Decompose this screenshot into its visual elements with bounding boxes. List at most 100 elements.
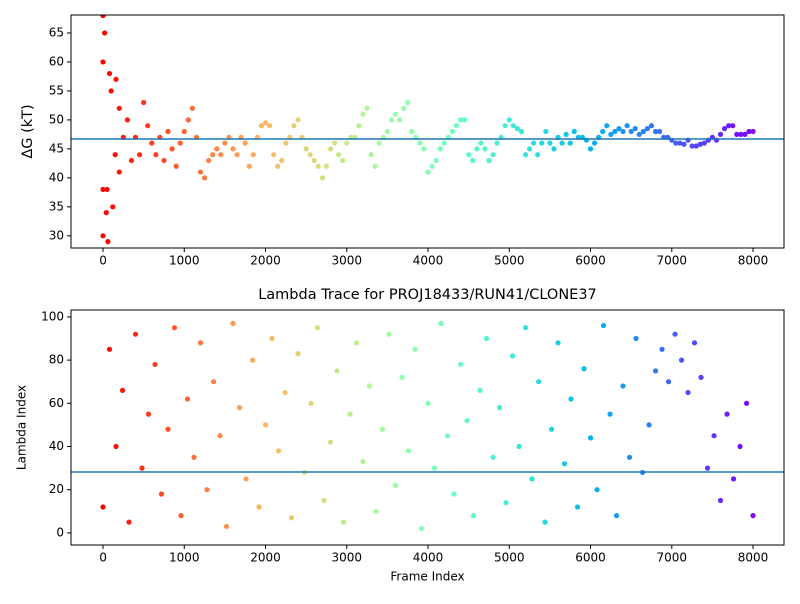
point xyxy=(366,383,373,389)
point xyxy=(103,210,109,216)
point xyxy=(607,411,613,417)
y-tick-label: 40 xyxy=(49,170,64,184)
point xyxy=(275,163,281,169)
x-tick-label: 1000 xyxy=(169,551,200,565)
point xyxy=(677,140,683,146)
point xyxy=(750,513,756,519)
x-tick-label: 8000 xyxy=(738,254,769,268)
point xyxy=(477,387,483,393)
point xyxy=(626,454,633,460)
point xyxy=(567,140,573,146)
point xyxy=(386,331,392,337)
point xyxy=(449,128,456,135)
point xyxy=(104,186,110,193)
point xyxy=(165,426,171,432)
point xyxy=(214,146,220,152)
plot-area xyxy=(100,320,756,532)
point xyxy=(636,131,642,137)
point xyxy=(659,346,665,352)
point xyxy=(234,152,240,158)
point xyxy=(657,128,663,135)
y-tick-label: 60 xyxy=(49,54,64,68)
point xyxy=(574,504,581,510)
y-tick-label: 0 xyxy=(56,525,64,539)
point xyxy=(250,152,256,158)
point xyxy=(279,157,285,164)
point xyxy=(587,435,594,441)
point xyxy=(620,128,626,135)
point xyxy=(734,131,740,137)
point xyxy=(678,357,685,363)
point xyxy=(559,140,565,146)
point xyxy=(119,387,126,393)
point xyxy=(116,169,122,175)
x-tick-label: 3000 xyxy=(332,254,363,268)
point xyxy=(522,152,529,158)
point xyxy=(169,146,175,152)
point xyxy=(145,123,151,129)
y-tick-label: 45 xyxy=(49,141,64,155)
point xyxy=(100,186,106,193)
point xyxy=(444,433,451,439)
point xyxy=(223,523,230,530)
point xyxy=(340,157,346,164)
point xyxy=(288,515,295,521)
point xyxy=(482,146,488,152)
point xyxy=(717,497,724,504)
x-tick-label: 0 xyxy=(99,254,107,268)
point xyxy=(311,157,317,164)
point xyxy=(750,128,756,135)
point xyxy=(100,59,106,65)
x-tick-label: 6000 xyxy=(575,254,606,268)
point xyxy=(132,331,139,337)
point xyxy=(336,152,342,158)
point xyxy=(724,411,730,417)
point xyxy=(388,117,395,123)
point xyxy=(315,163,321,169)
x-tick-label: 6000 xyxy=(575,551,606,565)
point xyxy=(145,411,152,417)
point xyxy=(608,131,614,137)
point xyxy=(632,126,638,132)
point xyxy=(106,70,113,77)
point xyxy=(685,389,691,396)
point xyxy=(509,353,516,359)
point xyxy=(334,368,340,374)
point xyxy=(392,111,399,117)
point xyxy=(303,146,309,152)
point xyxy=(561,461,568,467)
point xyxy=(353,340,360,346)
point xyxy=(518,128,525,135)
point xyxy=(496,405,503,411)
point xyxy=(204,487,210,493)
y-tick-label: 50 xyxy=(49,112,64,126)
point xyxy=(136,152,143,158)
point xyxy=(483,335,490,342)
point xyxy=(158,491,165,497)
x-tick-label: 0 xyxy=(99,551,107,565)
point xyxy=(262,120,269,126)
point xyxy=(453,123,460,129)
point xyxy=(197,340,204,346)
x-tick-label: 3000 xyxy=(332,551,363,565)
point xyxy=(108,88,114,94)
point xyxy=(376,140,382,146)
point xyxy=(594,487,600,493)
point xyxy=(640,128,646,135)
point xyxy=(726,123,732,129)
point xyxy=(738,131,744,137)
point xyxy=(503,500,509,506)
point xyxy=(269,335,275,342)
y-tick-label: 65 xyxy=(49,25,64,39)
point xyxy=(514,126,521,132)
point xyxy=(673,140,679,146)
point xyxy=(697,141,703,147)
point xyxy=(340,519,347,525)
point xyxy=(141,99,147,106)
point xyxy=(466,152,472,158)
point xyxy=(165,128,171,135)
point xyxy=(236,405,243,411)
point xyxy=(206,157,212,164)
point xyxy=(535,379,542,385)
